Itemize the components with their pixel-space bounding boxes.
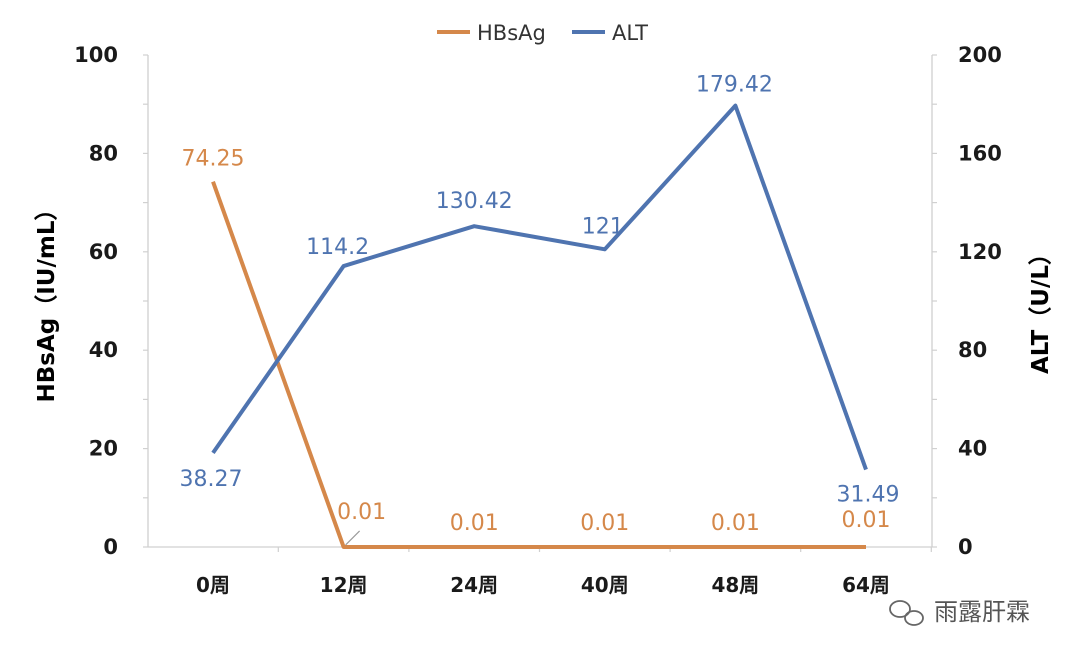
series-layer <box>211 103 868 549</box>
y-tick-label: 40 <box>89 338 118 362</box>
x-category-label: 64周 <box>842 573 890 597</box>
x-category-label: 0周 <box>196 573 230 597</box>
y-tick-label: 80 <box>89 141 118 165</box>
y2-tick-label: 120 <box>958 240 1002 264</box>
data-label-hbsag: 0.01 <box>711 511 760 536</box>
y2-tick-label: 160 <box>958 141 1002 165</box>
x-category-label: 24周 <box>450 573 498 597</box>
x-category-label: 40周 <box>581 573 629 597</box>
data-label-alt: 38.27 <box>180 467 243 492</box>
data-labels: 74.25 0.01 0.01 0.01 0.01 0.01 38.27 114.2 130.4… <box>180 73 900 546</box>
data-label-alt: 121 <box>582 214 624 239</box>
watermark-text: 雨露肝霖 <box>934 598 1030 626</box>
data-label-hbsag: 0.01 <box>450 511 499 536</box>
y2-tick-label: 80 <box>958 338 987 362</box>
data-label-leader-line <box>345 530 361 546</box>
y2-axis-title: ALT（U/L） <box>1027 242 1054 374</box>
y-tick-label: 0 <box>103 535 118 559</box>
data-label-alt: 31.49 <box>837 483 900 508</box>
x-category-label: 48周 <box>711 573 759 597</box>
category-labels: 0周 12周 24周 40周 48周 64周 <box>196 573 890 597</box>
legend-label-alt: ALT <box>612 21 648 45</box>
y-tick-label: 100 <box>74 43 118 67</box>
watermark: 雨露肝霖 <box>889 598 1030 626</box>
y-tick-label: 60 <box>89 240 118 264</box>
data-label-hbsag: 0.01 <box>842 508 891 533</box>
axes <box>143 54 937 552</box>
x-category-label: 12周 <box>320 573 368 597</box>
data-label-alt: 179.42 <box>696 73 773 98</box>
legend: HBsAg ALT <box>437 21 648 45</box>
y2-tick-label: 200 <box>958 43 1002 67</box>
series-line-hbsag <box>211 181 866 549</box>
tick-labels: 0 20 40 60 80 100 0 40 80 120 160 200 <box>74 43 1002 559</box>
data-label-alt: 114.2 <box>306 235 369 260</box>
data-label-alt: 130.42 <box>436 189 513 214</box>
y-tick-label: 20 <box>89 437 118 461</box>
data-label-hbsag: 0.01 <box>580 511 629 536</box>
y-axis-title: HBsAg（IU/mL） <box>33 198 60 403</box>
wechat-icon <box>889 600 924 626</box>
y2-tick-label: 40 <box>958 437 987 461</box>
series-line-alt <box>211 103 868 471</box>
y2-tick-label: 0 <box>958 535 973 559</box>
data-label-hbsag: 0.01 <box>337 500 386 525</box>
data-label-hbsag: 74.25 <box>182 147 245 172</box>
legend-label-hbsag: HBsAg <box>477 21 546 45</box>
